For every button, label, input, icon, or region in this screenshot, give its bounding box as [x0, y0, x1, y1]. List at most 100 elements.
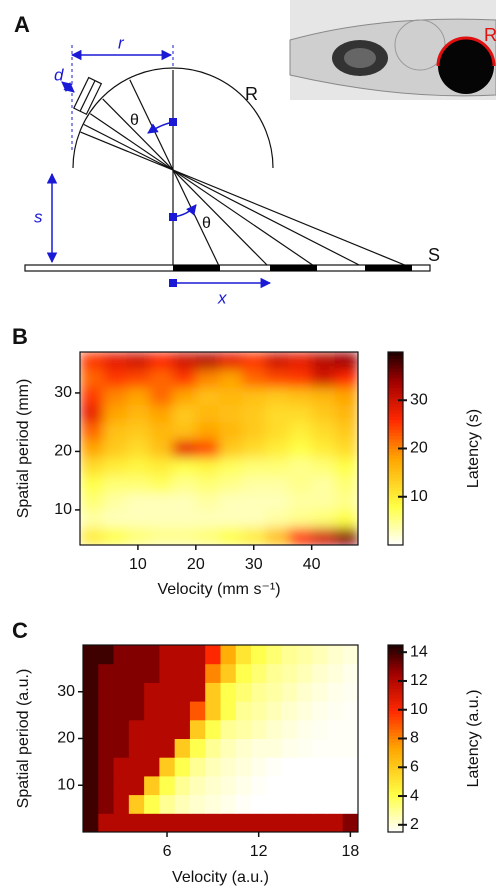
- colorbar-strip: [388, 377, 403, 382]
- heatmap-cell: [235, 757, 252, 777]
- colorbar-strip: [388, 538, 403, 543]
- heatmap-cell: [342, 757, 358, 777]
- heatmap-cell: [265, 457, 289, 476]
- heatmap-cell: [144, 701, 160, 721]
- colorbar-tick-label: 20: [410, 440, 428, 457]
- x-axis-label: Velocity (mm s⁻¹): [157, 581, 280, 598]
- heatmap-cell: [312, 719, 328, 739]
- colorbar-strip: [388, 679, 403, 683]
- heatmap-cell: [219, 404, 243, 423]
- heatmap-cell: [220, 813, 237, 832]
- theta-label: θ: [130, 112, 139, 129]
- heatmap-cell: [296, 794, 313, 814]
- heatmap-cell: [342, 738, 358, 758]
- heatmap-cell: [113, 738, 130, 758]
- arc-label: R: [245, 84, 258, 104]
- colorbar-strip: [388, 825, 403, 830]
- theta-label: θ: [202, 215, 211, 232]
- x-tick-label: 18: [341, 843, 359, 860]
- colorbar-strip: [388, 807, 403, 811]
- d-label: d: [54, 65, 64, 84]
- heatmap-cell: [342, 719, 358, 739]
- heatmap-cell: [103, 527, 127, 545]
- heatmap-cell: [98, 663, 115, 683]
- heatmap-cell: [296, 663, 313, 683]
- heatmap-cell: [128, 719, 145, 739]
- heatmap-cell: [220, 719, 237, 739]
- panel-label: A: [14, 12, 30, 37]
- colorbar-strip: [388, 413, 403, 417]
- heatmap-cell: [98, 645, 115, 665]
- heatmap-cell: [266, 663, 283, 683]
- heatmap-cell: [113, 775, 130, 796]
- heatmap-cell: [296, 719, 313, 739]
- heatmap-cell: [220, 682, 237, 702]
- heatmap-cell: [327, 701, 344, 721]
- x-tick-label: 30: [245, 556, 263, 573]
- heatmap-cell: [80, 492, 104, 511]
- heatmap-cell: [281, 794, 298, 814]
- colorbar-strip: [388, 738, 403, 743]
- colorbar-strip: [388, 387, 403, 392]
- heatmap-cell: [312, 738, 328, 758]
- heatmap-cell: [195, 492, 220, 511]
- panel-a: A R: [14, 0, 496, 307]
- colorbar-strip: [388, 464, 403, 469]
- colorbar-tick-label: 10: [410, 488, 428, 505]
- heatmap-cell: [159, 682, 176, 702]
- heatmap-cell: [172, 509, 197, 528]
- colorbar-tick-label: 12: [410, 672, 428, 689]
- heatmap-cell: [103, 439, 127, 458]
- heatmap-cell: [195, 509, 220, 528]
- colorbar-tick-label: 4: [410, 787, 419, 804]
- colorbar-strip: [388, 400, 403, 404]
- heatmap-cell: [144, 794, 160, 814]
- heatmap-cell: [220, 663, 237, 683]
- heatmap-cell: [126, 422, 150, 441]
- heatmap-cell: [342, 663, 358, 683]
- colorbar-strip: [388, 794, 403, 799]
- heatmap-cell: [205, 663, 221, 683]
- heatmap-cell: [98, 701, 115, 721]
- heatmap-cell: [103, 422, 127, 441]
- colorbar-strip: [388, 791, 403, 796]
- heatmap-cell: [251, 775, 267, 796]
- heatmap-cell: [174, 645, 191, 665]
- heatmap-cell: [174, 794, 191, 814]
- heatmap-cell: [205, 775, 221, 796]
- heatmap-cell: [149, 422, 174, 441]
- heatmap-cell: [311, 387, 336, 406]
- s-label: s: [34, 207, 43, 226]
- heatmap-cell: [159, 701, 176, 721]
- heatmap-cell: [205, 645, 221, 665]
- heatmap-cell: [149, 404, 174, 423]
- heatmap-cell: [195, 422, 220, 441]
- x-tick-label: 10: [129, 556, 147, 573]
- colorbar-strip: [388, 393, 403, 398]
- markers: [169, 118, 177, 287]
- heatmap-cell: [334, 387, 358, 406]
- heatmap-cell: [80, 527, 104, 545]
- colorbar-strip: [388, 458, 403, 462]
- heatmap-cell: [195, 474, 220, 493]
- heatmap-cell: [172, 457, 197, 476]
- colorbar-strip: [388, 651, 403, 655]
- heatmap-cell: [327, 663, 344, 683]
- colorbar-label: Latency (s): [465, 409, 482, 488]
- heatmap-cell: [235, 738, 252, 758]
- heatmap-cell: [251, 663, 267, 683]
- heatmap-cell: [327, 682, 344, 702]
- heatmap-cell: [172, 422, 197, 441]
- heatmap-cell: [98, 813, 115, 832]
- panel-label: B: [12, 324, 28, 349]
- heatmap-cell: [189, 663, 206, 683]
- heatmap-cell: [251, 682, 267, 702]
- heatmap-cell: [251, 701, 267, 721]
- colorbar-strip: [388, 435, 403, 440]
- colorbar-strip: [388, 448, 403, 453]
- colorbar-strip: [388, 438, 403, 443]
- heatmap-cell: [103, 352, 127, 371]
- heatmap-cell: [311, 404, 336, 423]
- colorbar-tick-label: 6: [410, 758, 419, 775]
